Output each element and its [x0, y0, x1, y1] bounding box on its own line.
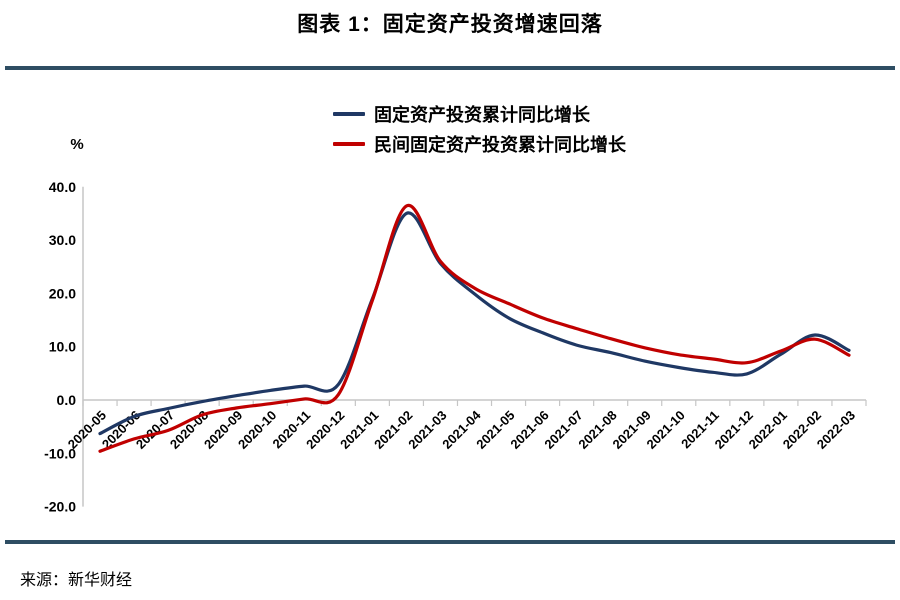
x-tick-label: 2022-03: [814, 408, 858, 452]
y-tick-label: -10.0: [44, 445, 76, 461]
y-tick-label: 10.0: [49, 339, 76, 355]
legend-line-swatch-red: [333, 142, 365, 146]
y-tick-label: 30.0: [49, 232, 76, 248]
bottom-divider: [5, 540, 895, 544]
legend-label-total-fai: 固定资产投资累计同比增长: [374, 105, 590, 125]
y-tick-label: -20.0: [44, 499, 76, 515]
legend-item-total-fai: 固定资产投资累计同比增长: [333, 101, 626, 127]
chart-legend: 固定资产投资累计同比增长 民间固定资产投资累计同比增长: [333, 101, 626, 157]
y-tick-label: 0.0: [57, 392, 77, 408]
top-divider: [5, 66, 895, 70]
series-line-1: [98, 204, 851, 453]
series-line-0: [98, 211, 851, 436]
y-tick-label: 40.0: [49, 179, 76, 195]
source-note: 来源：新华财经: [20, 572, 133, 589]
legend-item-private-fai: 民间固定资产投资累计同比增长: [333, 131, 626, 157]
chart-title: 图表 1：固定资产投资增速回落: [297, 13, 603, 36]
legend-line-swatch-blue: [333, 112, 365, 116]
legend-label-private-fai: 民间固定资产投资累计同比增长: [374, 135, 626, 155]
y-axis-unit-label: %: [70, 136, 83, 153]
y-tick-label: 20.0: [49, 285, 76, 301]
